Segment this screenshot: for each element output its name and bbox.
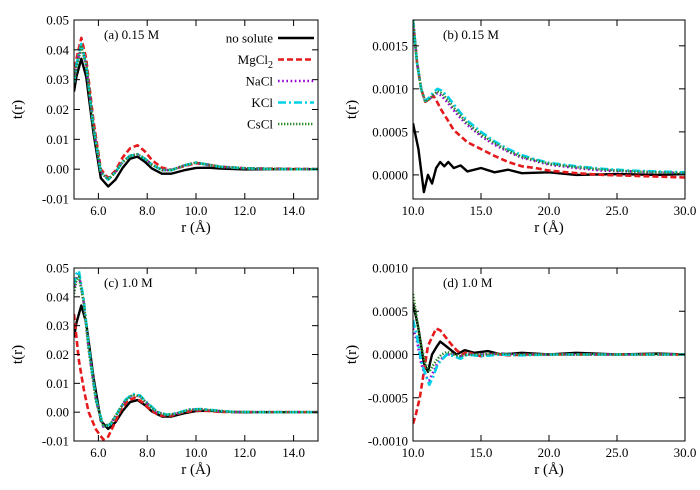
- series-line-mgcl2: [413, 327, 685, 425]
- y-axis-label: t(r): [10, 345, 26, 364]
- x-tick-label: 12.0: [233, 203, 256, 218]
- legend-label: KCl: [251, 95, 273, 110]
- x-tick-label: 25.0: [606, 203, 629, 218]
- x-axis-label: r (Å): [534, 462, 564, 478]
- y-tick-label: 0.00: [46, 162, 69, 177]
- series-line-no-solute: [413, 123, 685, 194]
- y-tick-label: 0.02: [46, 102, 69, 117]
- y-tick-label: -0.01: [42, 192, 69, 207]
- x-tick-label: 10.0: [185, 203, 208, 218]
- y-tick-label: 0.04: [46, 289, 69, 304]
- x-tick-label: 6.0: [90, 445, 106, 460]
- series-line-no-solute: [413, 302, 685, 373]
- x-tick-label: 10.0: [402, 203, 425, 218]
- plot-frame: [73, 267, 319, 442]
- y-tick-label: 0.03: [46, 318, 69, 333]
- x-tick-label: 12.0: [233, 445, 256, 460]
- y-tick-label: 0.05: [46, 261, 69, 276]
- panel-label: (b) 0.15 M: [443, 27, 499, 42]
- panel-d: -0.0010 -0.0005 0.0000 0.0005 0.0010 10.0 15.0…: [344, 261, 696, 479]
- x-tick-label: 20.0: [538, 445, 561, 460]
- x-tick-label: 15.0: [470, 445, 493, 460]
- x-tick-label: 14.0: [282, 203, 305, 218]
- panel-label: (d) 1.0 M: [443, 275, 493, 290]
- x-axis-label: r (Å): [534, 220, 564, 236]
- y-tick-label: 0.02: [46, 347, 69, 362]
- series-group: [413, 293, 685, 425]
- legend-label: NaCl: [246, 74, 274, 89]
- y-tick-label: 0.05: [46, 13, 69, 28]
- y-tick-label: 0.0015: [372, 38, 408, 53]
- x-axis-label: r (Å): [181, 220, 211, 236]
- y-tick-label: -0.0005: [368, 390, 408, 405]
- y-tick-label: 0.0010: [372, 81, 408, 96]
- y-axis-label: t(r): [344, 100, 360, 119]
- y-axis-label: t(r): [10, 100, 26, 119]
- panel-c: -0.01 0.00 0.01 0.02 0.03 0.04 0.05 6.0 8.0 10.0 1…: [10, 261, 319, 478]
- y-tick-label: 0.03: [46, 72, 69, 87]
- series-line-mgcl2: [413, 20, 685, 179]
- y-tick-label: 0.00: [46, 405, 69, 420]
- x-tick-label: 30.0: [674, 203, 697, 218]
- y-tick-label: 0.04: [46, 42, 69, 57]
- y-tick-label: 0.0000: [372, 347, 408, 362]
- y-tick-label: -0.0010: [368, 434, 408, 449]
- y-tick-label: 0.0005: [372, 124, 408, 139]
- series-line-nacl: [74, 45, 318, 181]
- series-line-nacl: [413, 20, 685, 175]
- series-line-kcl: [413, 20, 685, 174]
- y-tick-label: 0.0000: [372, 167, 408, 182]
- plot-frame: [73, 19, 319, 200]
- series-line-cscl: [413, 20, 685, 175]
- series-line-no-solute: [74, 57, 318, 188]
- series-line-cscl: [74, 275, 318, 428]
- panel-a: -0.01 0.00 0.01 0.02 0.03 0.04 0.05 6.0 8.0 10.0 1…: [10, 13, 319, 236]
- x-tick-label: 15.0: [470, 203, 493, 218]
- legend-label: MgCl2: [238, 52, 273, 71]
- x-tick-label: 14.0: [282, 445, 305, 460]
- x-axis-label: r (Å): [181, 462, 211, 478]
- x-tick-label: 10.0: [402, 445, 425, 460]
- x-tick-label: 10.0: [185, 445, 208, 460]
- y-tick-label: 0.01: [46, 376, 69, 391]
- x-tick-label: 6.0: [90, 203, 106, 218]
- series-line-kcl: [74, 42, 318, 181]
- y-tick-label: 0.0010: [372, 261, 408, 276]
- series-group: [74, 36, 318, 188]
- panel-label: (c) 1.0 M: [104, 275, 153, 290]
- y-tick-label: 0.01: [46, 132, 69, 147]
- series-line-mgcl2: [74, 313, 318, 441]
- legend: no solute MgCl2 NaCl KCl CsCl: [226, 31, 314, 132]
- series-line-kcl: [74, 269, 318, 428]
- x-tick-label: 8.0: [139, 203, 155, 218]
- x-tick-label: 25.0: [606, 445, 629, 460]
- series-group: [74, 269, 318, 441]
- x-tick-label: 20.0: [538, 203, 561, 218]
- legend-label: no solute: [226, 31, 274, 46]
- y-axis-label: t(r): [344, 345, 360, 364]
- series-line-cscl: [74, 45, 318, 181]
- series-group: [413, 20, 685, 194]
- y-tick-label: -0.01: [42, 434, 69, 449]
- series-line-kcl: [413, 319, 685, 387]
- panel-b: 0.0000 0.0005 0.0010 0.0015 10.0 15.0 20.0 25.0…: [344, 19, 697, 236]
- series-line-cscl: [413, 293, 685, 374]
- legend-label: CsCl: [247, 117, 273, 132]
- x-tick-label: 30.0: [674, 445, 697, 460]
- panel-label: (a) 0.15 M: [104, 27, 160, 42]
- x-tick-label: 8.0: [139, 445, 155, 460]
- y-tick-label: 0.0005: [372, 304, 408, 319]
- series-line-nacl: [74, 272, 318, 428]
